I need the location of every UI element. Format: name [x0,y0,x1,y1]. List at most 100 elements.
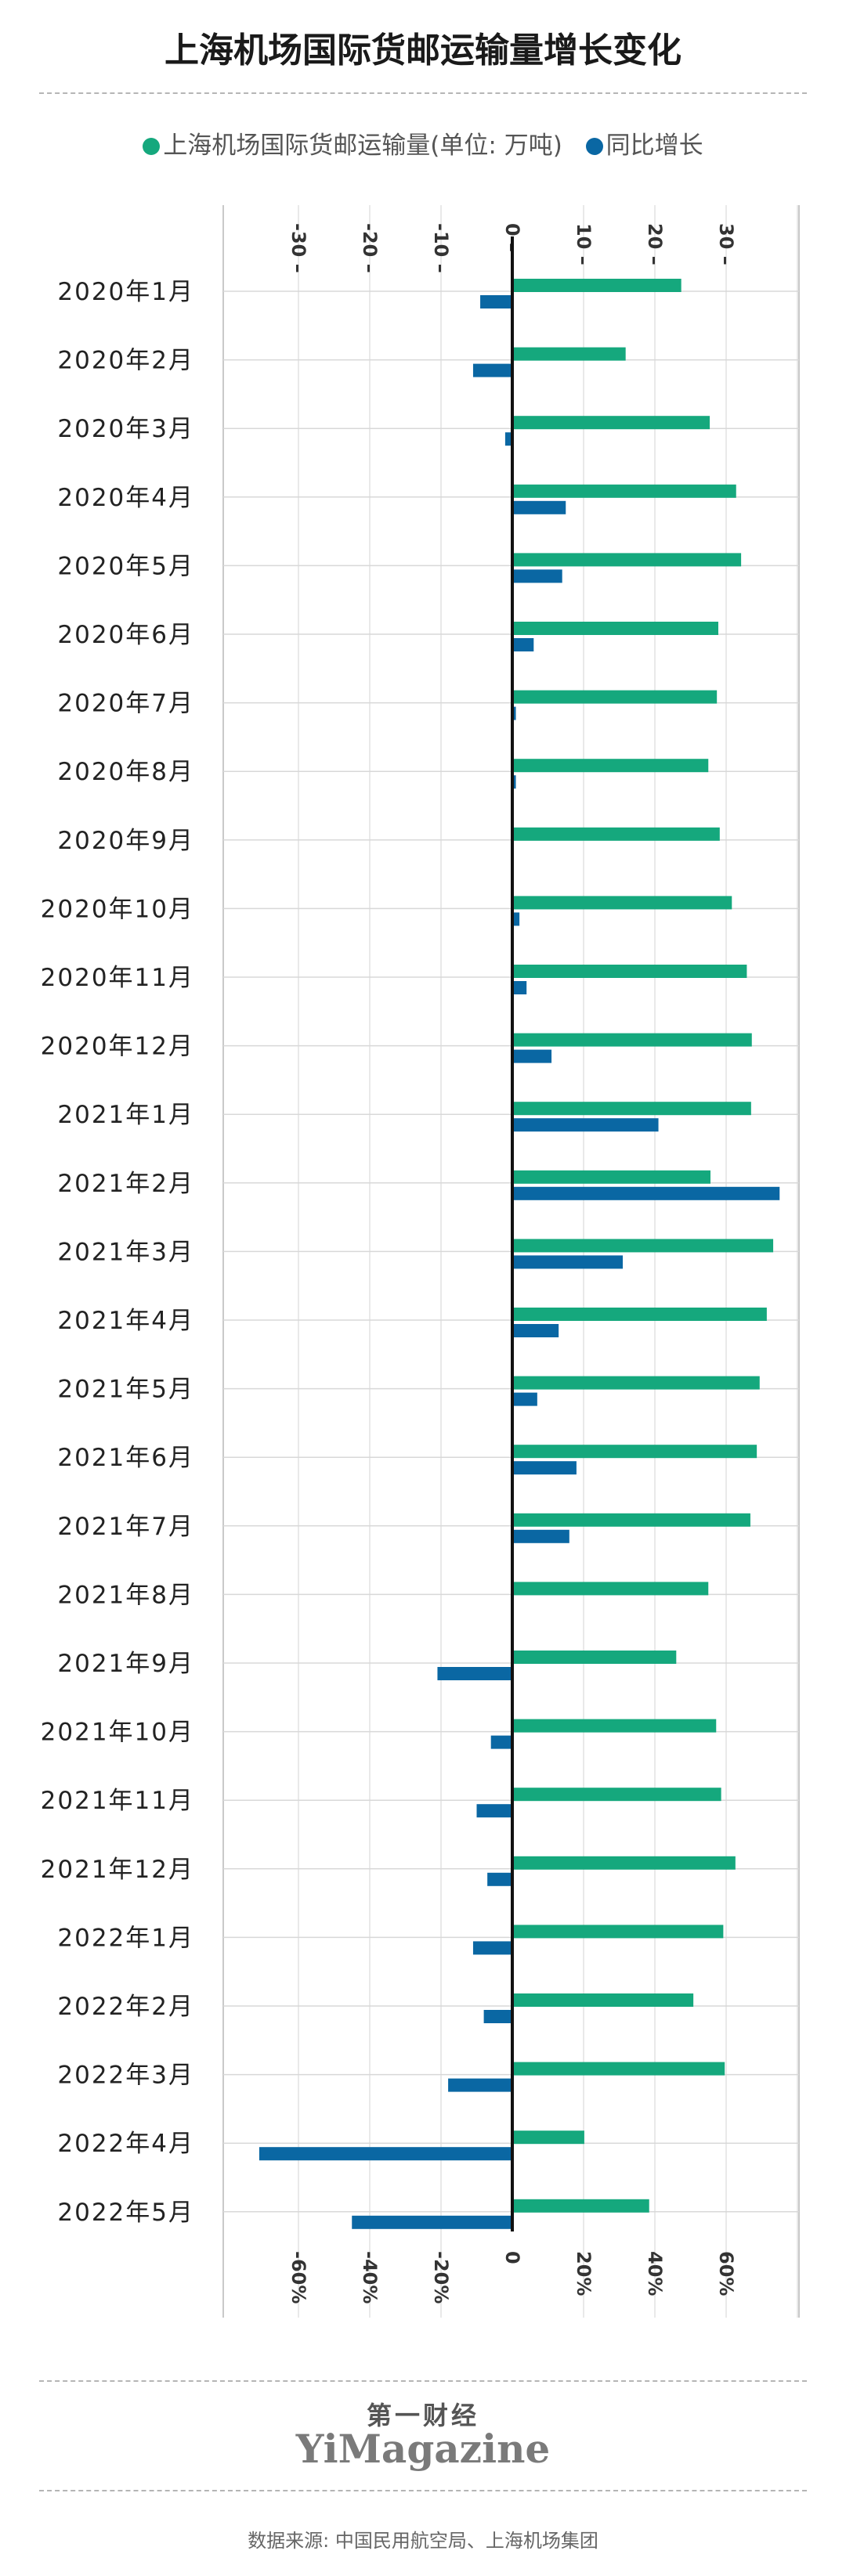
bar-volume [512,279,682,292]
bar-volume [512,416,710,430]
bar-growth [490,1735,512,1749]
category-label: 2022年1月 [57,1924,194,1952]
category-label: 2021年10月 [41,1719,194,1747]
bar-growth [512,981,527,994]
source-note: 数据来源: 中国民用航空局、上海机场集团 [248,2530,598,2552]
legend: 上海机场国际货邮运输量(单位: 万吨) 同比增长 [0,125,846,161]
bar-growth [512,706,516,720]
bar-volume [512,1513,750,1527]
bar-growth [512,912,520,926]
bar-growth [512,775,516,789]
category-label: 2020年7月 [57,690,194,718]
category-label: 2020年11月 [41,964,194,992]
bar-growth [504,432,512,446]
category-label: 2022年4月 [57,2130,194,2158]
bottom-tick-label: -20% [430,2251,452,2304]
top-divider [39,92,807,94]
bar-volume [512,690,718,704]
bar-volume [512,1719,717,1733]
bar-growth [480,295,512,308]
bar-growth [512,500,566,514]
category-label: 2020年4月 [57,484,194,512]
bar-growth [472,363,512,377]
category-label: 2021年9月 [57,1650,194,1678]
bar-growth [258,2147,512,2161]
bar-growth [512,638,534,651]
category-label: 2020年10月 [41,895,194,923]
category-label: 2022年3月 [57,2062,194,2090]
category-label: 2021年2月 [57,1170,194,1198]
bar-growth [512,1049,552,1063]
bar-growth [487,1872,512,1886]
top-tick-label: 30 – [715,223,737,265]
top-tick-label: -10 – [430,223,452,273]
legend-swatch-growth [585,138,603,155]
category-label: 2021年11月 [41,1787,194,1815]
bar-volume [512,2062,725,2076]
category-label: 2020年5月 [57,552,194,580]
bar-volume [512,1582,709,1596]
bar-growth [512,569,562,583]
bar-volume [512,1239,774,1253]
bar-growth [512,1461,577,1475]
bar-growth [437,1667,512,1680]
legend-item-volume: 上海机场国际货邮运输量(单位: 万吨) [143,125,562,161]
category-label: 2022年5月 [57,2199,194,2227]
bar-chart: -30 –-20 –-10 –0 –10 –20 –30 –-60%-40%-2… [41,205,800,2318]
legend-label-volume: 上海机场国际货邮运输量(单位: 万吨) [163,132,562,160]
bar-volume [512,1033,752,1047]
category-label: 2021年6月 [57,1444,194,1472]
bar-growth [483,2010,512,2023]
bottom-tick-label: -40% [359,2251,381,2304]
legend-item-growth: 同比增长 [585,125,703,161]
bar-volume [512,759,709,773]
bar-volume [512,2199,649,2213]
bar-growth [472,1941,512,1955]
bar-volume [512,347,626,361]
bar-growth [352,2215,512,2229]
bar-volume [512,1925,724,1939]
bar-growth [512,1186,780,1200]
category-label: 2021年4月 [57,1307,194,1335]
bar-volume [512,896,732,910]
bottom-tick-label: 0 [501,2251,523,2264]
legend-swatch-volume [143,138,161,155]
category-label: 2022年2月 [57,1993,194,2021]
category-label: 2021年12月 [41,1856,194,1884]
brand-cn: 第一财经 [366,2401,479,2430]
bar-volume [512,1170,710,1184]
bar-volume [512,553,742,567]
bar-volume [512,1376,760,1390]
chart-title: 上海机场国际货邮运输量增长变化 [164,31,682,70]
bar-volume [512,1788,721,1802]
footer-divider [39,2490,807,2491]
top-tick-label: -20 – [359,223,381,273]
bar-volume [512,965,747,978]
category-label: 2021年1月 [57,1101,194,1129]
category-label: 2020年8月 [57,758,194,786]
top-tick-label: 20 – [644,223,666,265]
bar-volume [512,622,718,635]
brand-logo: YiMagazine [295,2426,551,2472]
bottom-divider [39,2380,807,2382]
category-label: 2020年9月 [57,827,194,855]
category-label: 2020年6月 [57,621,194,649]
bar-volume [512,827,720,841]
category-label: 2021年5月 [57,1376,194,1404]
category-label: 2021年8月 [57,1581,194,1609]
bar-growth [512,1392,537,1406]
bottom-tick-label: 20% [573,2251,595,2296]
bar-volume [512,1102,751,1116]
category-label: 2020年12月 [41,1033,194,1061]
bar-growth [448,2078,512,2092]
bar-growth [512,1324,559,1337]
bottom-tick-label: 60% [715,2251,737,2296]
category-label: 2021年7月 [57,1513,194,1541]
top-tick-label: 10 – [573,223,595,265]
bar-growth [512,1529,569,1543]
category-label: 2020年2月 [57,347,194,375]
bar-volume [512,1993,694,2007]
legend-label-growth: 同比增长 [606,132,703,160]
bar-growth [512,1255,624,1269]
bar-volume [512,1445,757,1459]
